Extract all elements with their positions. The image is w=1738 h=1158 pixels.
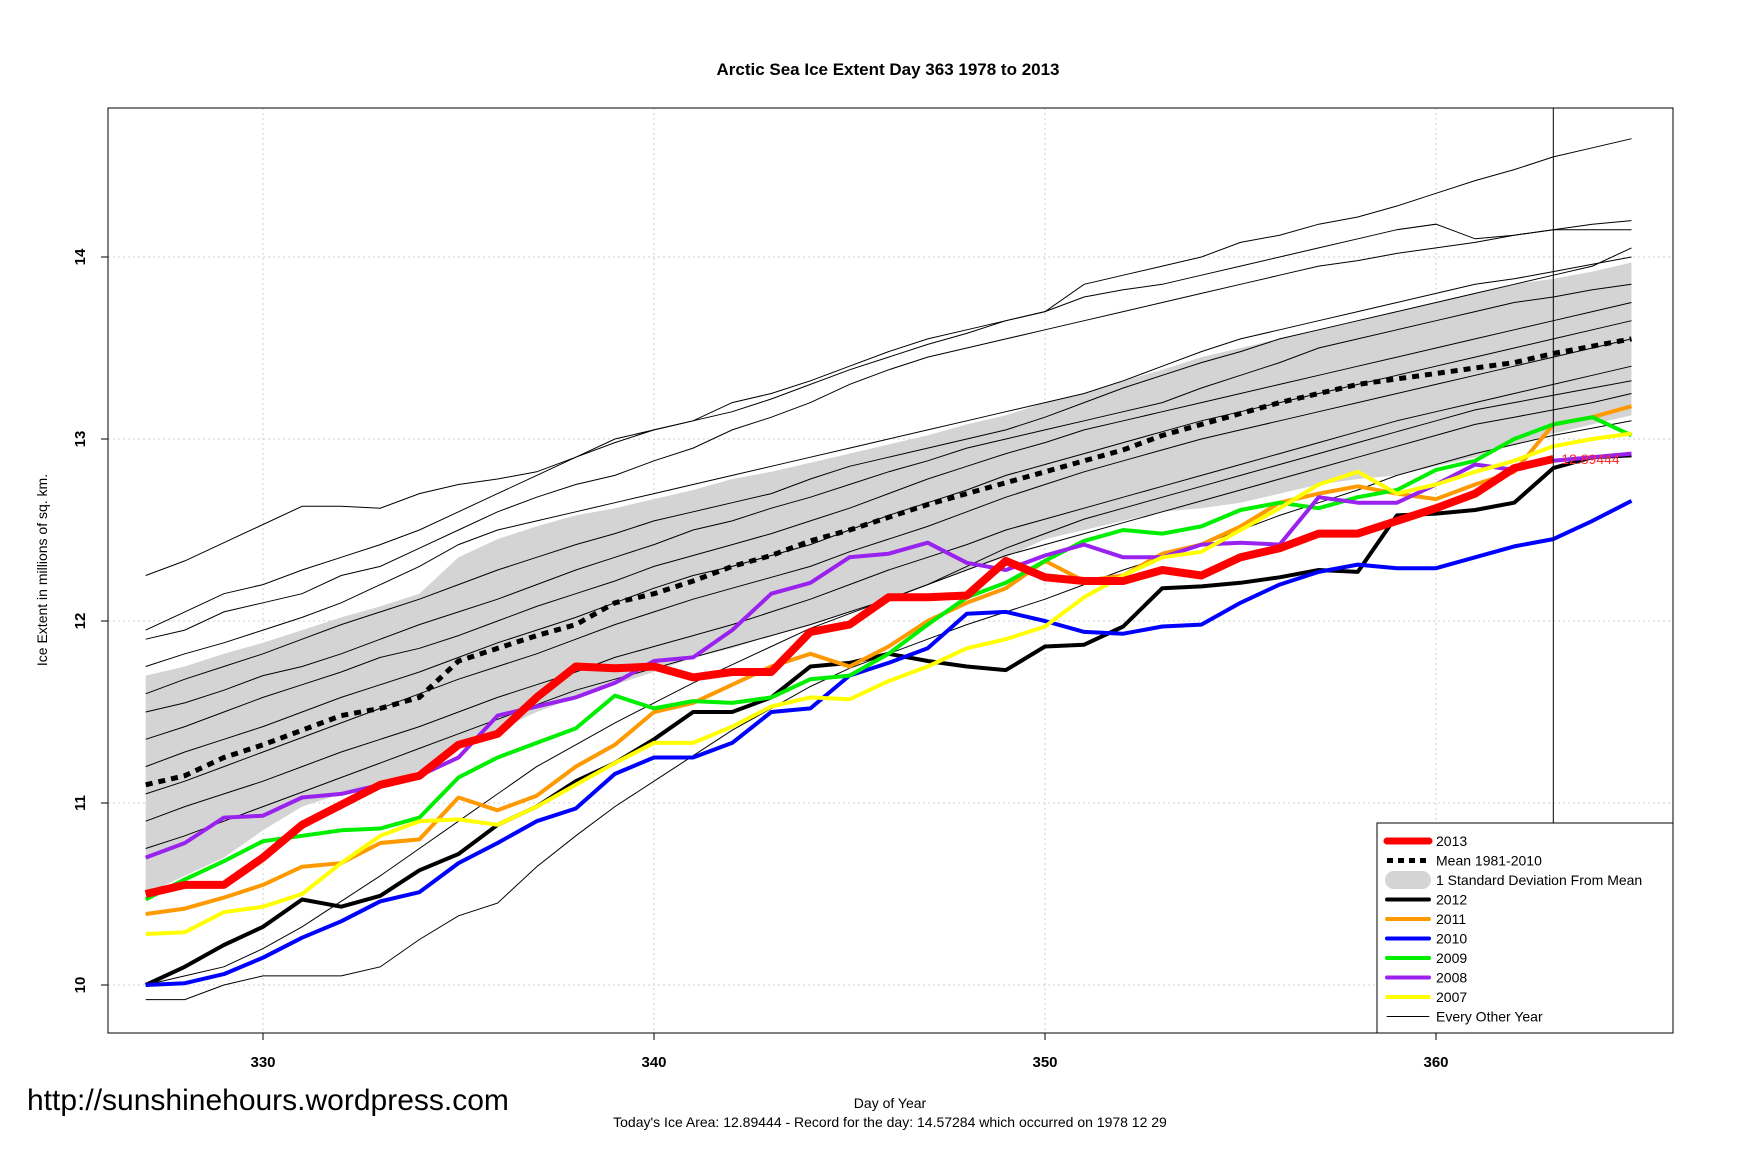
mean-line-path	[145, 336, 1632, 788]
footer-note: Today's Ice Area: 12.89444 - Record for …	[613, 1114, 1167, 1130]
legend-label: 2013	[1436, 833, 1467, 849]
plot-frame	[107, 107, 1674, 1034]
legend-label: 2008	[1436, 970, 1467, 986]
legend-label: 2009	[1436, 950, 1467, 966]
legend-label: 2012	[1436, 892, 1467, 908]
x-tick-label: 330	[250, 1054, 275, 1071]
y-tick-label: 14	[72, 248, 89, 265]
y-axis-label: Ice Extent in millions of sq. km.	[34, 474, 50, 666]
series-line-1988	[145, 283, 1632, 713]
legend: 2013 Mean 1981-2010 1 Standard Deviation F…	[1376, 822, 1674, 1034]
legend-label: 2010	[1436, 931, 1467, 947]
series-line-2010	[145, 499, 1633, 987]
series-line-1984	[145, 256, 1632, 667]
current-value-label: 12.89444	[1561, 451, 1620, 467]
std-dev-band-area	[145, 262, 1632, 894]
legend-label: Every Other Year	[1436, 1009, 1543, 1025]
legend-label: 2011	[1436, 911, 1466, 927]
legend-label: Mean 1981-2010	[1436, 853, 1542, 869]
x-tick-label: 350	[1032, 1054, 1057, 1071]
series-lines	[144, 404, 1633, 987]
series-line-2013	[144, 455, 1555, 898]
legend-label: 1 Standard Deviation From Mean	[1436, 872, 1642, 888]
y-axis: 10 11 12 13 14	[72, 248, 108, 993]
y-tick-label: 12	[72, 613, 89, 630]
x-tick-label: 340	[641, 1054, 666, 1071]
legend-label: 2007	[1436, 989, 1467, 1005]
x-tick-label: 360	[1423, 1054, 1448, 1071]
series-line-2009	[144, 415, 1633, 902]
x-axis-label: Day of Year	[854, 1095, 927, 1111]
y-tick-label: 11	[72, 795, 89, 811]
series-line-1982	[145, 229, 1632, 640]
series-line-1980	[145, 220, 1632, 631]
series-line-2007	[145, 431, 1632, 936]
series-line-1990	[145, 302, 1632, 740]
y-tick-label: 13	[72, 431, 89, 448]
mean-line	[145, 336, 1632, 788]
series-line-1986	[145, 247, 1632, 695]
y-tick-label: 10	[72, 977, 89, 994]
chart-title: Arctic Sea Ice Extent Day 363 1978 to 20…	[716, 60, 1059, 79]
series-line-1978	[145, 138, 1632, 576]
legend-swatch-band	[1385, 871, 1431, 889]
std-dev-band	[145, 262, 1632, 894]
watermark-url: http://sunshinehours.wordpress.com	[27, 1084, 509, 1117]
series-line-1996	[145, 365, 1632, 822]
x-axis: 330 340 350 360	[250, 1033, 1449, 1071]
